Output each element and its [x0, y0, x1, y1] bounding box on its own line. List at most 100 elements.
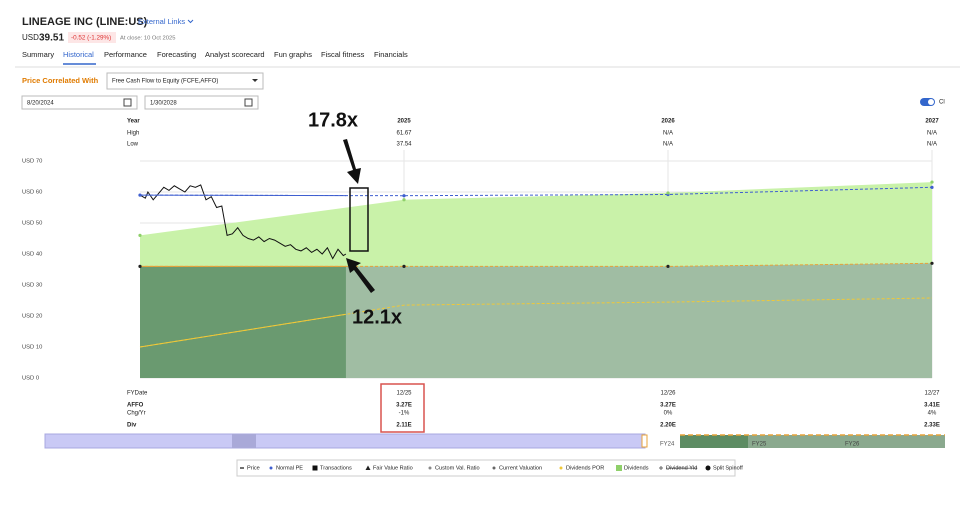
tab[interactable]: Historical: [63, 50, 94, 59]
legend-label[interactable]: Custom Val. Ratio: [435, 465, 480, 471]
legend-symbol: [312, 465, 318, 471]
y-tick-label: USD 50: [22, 221, 42, 227]
year-low: N/A: [663, 142, 673, 148]
tab[interactable]: Fun graphs: [274, 50, 312, 59]
year-high: N/A: [663, 131, 673, 137]
price: 39.51: [39, 33, 64, 44]
navigator-label: FY24: [660, 442, 675, 448]
y-tick-label: USD 60: [22, 190, 42, 196]
price-change: -0.52 (-1.29%): [71, 35, 111, 42]
point: [930, 180, 934, 184]
annotation: 17.8x: [308, 109, 358, 131]
fy-cell: 2.20E: [660, 423, 676, 429]
fy-cell: 2.33E: [924, 423, 940, 429]
point: [402, 264, 406, 268]
year-low: N/A: [927, 142, 937, 148]
year-low: 37.54: [396, 142, 412, 148]
tab-bar: Summary Historical Performance Forecasting A…: [22, 50, 408, 65]
year-high: N/A: [927, 131, 937, 137]
legend-symbol: [365, 465, 371, 470]
calendar-icon[interactable]: [244, 98, 253, 107]
legend-symbol: [428, 466, 432, 470]
change-box: [68, 32, 116, 43]
value-area-actual: [140, 266, 346, 378]
x-tick-label: 2026: [661, 119, 675, 125]
toggle-label: Cl: [939, 100, 945, 106]
point: [138, 264, 142, 268]
tab[interactable]: Financials: [374, 50, 408, 59]
point: [138, 193, 142, 197]
y-tick-label: USD 30: [22, 283, 42, 289]
fy-cell: 3.27E: [396, 403, 412, 409]
y-tick-label: USD 10: [22, 345, 42, 351]
legend-symbol: [659, 466, 663, 470]
end-date: 1/30/2028: [150, 101, 177, 107]
legend-label[interactable]: Split Spinoff: [713, 465, 743, 471]
legend: Price Normal PE Transactions Fair Value Rat…: [240, 465, 743, 471]
y-tick-label: USD 40: [22, 252, 42, 258]
point: [930, 261, 934, 265]
row-label: Chg/Yr: [127, 411, 146, 417]
series-line-actual: [139, 313, 346, 348]
navigator-label: FY25: [752, 442, 767, 448]
legend-label[interactable]: Dividends: [624, 465, 649, 471]
annotation: 12.1x: [352, 306, 402, 328]
chevron: [187, 19, 194, 24]
tab[interactable]: Analyst scorecard: [205, 50, 265, 59]
navigator-window[interactable]: [232, 434, 256, 448]
x-tick-label: 2025: [397, 119, 411, 125]
tab[interactable]: Summary: [22, 50, 54, 59]
legend-label[interactable]: Current Valuation: [499, 465, 542, 471]
end-date-input[interactable]: [144, 95, 259, 110]
fy-cell: 2.11E: [396, 423, 411, 429]
series-line-actual: [140, 265, 346, 267]
fy-cell: 12/26: [660, 391, 676, 397]
plot-area: USD 0 USD 10 USD 20 USD 30 USD 40 USD 50 USD 6…: [22, 150, 934, 382]
legend-label[interactable]: Dividend Yld: [666, 465, 697, 471]
navigator-label: FY26: [845, 442, 860, 448]
highlight-box: [380, 383, 425, 433]
close-note: At close: 10 Oct 2025: [120, 36, 175, 42]
annotation-box: [349, 187, 369, 252]
row-label: AFFO: [127, 403, 144, 409]
row-label: High: [127, 131, 139, 137]
point: [402, 194, 406, 198]
correlated-value: Free Cash Flow to Equity (FCFE,AFFO): [112, 79, 218, 85]
legend-label[interactable]: Price: [247, 465, 260, 471]
navigator-range[interactable]: [44, 433, 646, 449]
y-tick-label: USD 70: [22, 159, 42, 165]
fy-cell: 0%: [664, 411, 673, 417]
y-tick-label: USD 20: [22, 314, 42, 320]
arrow: [346, 258, 375, 293]
fy-cell: -1%: [399, 411, 410, 417]
calendar-icon[interactable]: [123, 98, 132, 107]
navigator-actual: [680, 435, 748, 448]
arrow: [343, 139, 361, 184]
tab[interactable]: Forecasting: [157, 50, 196, 59]
row-label: Year: [127, 119, 140, 125]
external-links[interactable]: External Links: [138, 17, 185, 26]
fy-cell: 4%: [928, 411, 937, 417]
tab[interactable]: Performance: [104, 50, 147, 59]
row-label: FYDate: [127, 391, 148, 397]
start-date-input[interactable]: [21, 95, 138, 110]
correlated-dropdown[interactable]: [106, 72, 264, 90]
point: [930, 185, 934, 189]
legend-symbol: [616, 465, 622, 471]
point: [666, 264, 670, 268]
legend-label[interactable]: Normal PE: [276, 465, 303, 471]
legend-symbol: [705, 465, 711, 471]
legend-label[interactable]: Fair Value Ratio: [373, 465, 413, 471]
legend-label[interactable]: Transactions: [320, 465, 352, 471]
legend-symbol: [559, 466, 563, 470]
company: LINEAGE INC (LINE:US): [22, 16, 148, 28]
fy-cell: 3.27E: [660, 403, 676, 409]
legend-label[interactable]: Dividends POR: [566, 465, 604, 471]
navigator-handle[interactable]: [641, 434, 648, 448]
legend-symbol: [492, 466, 496, 470]
tab[interactable]: Fiscal fitness: [321, 50, 365, 59]
fy-cell: 3.41E: [924, 403, 940, 409]
correlated-label: Price Correlated With: [22, 76, 99, 85]
